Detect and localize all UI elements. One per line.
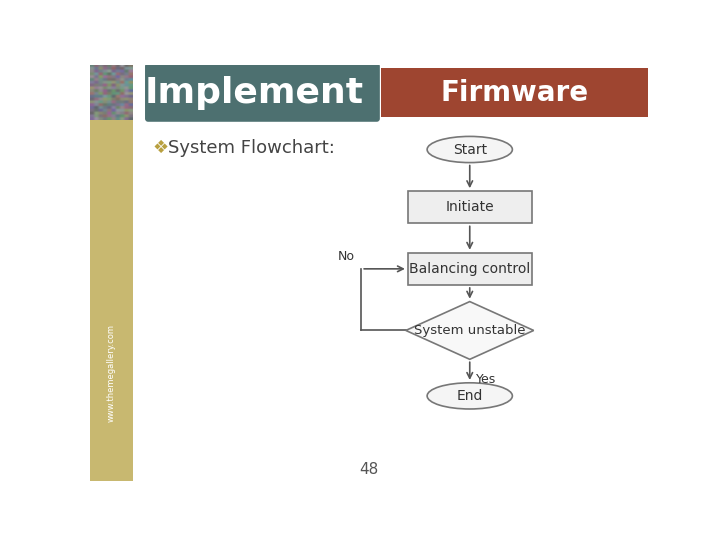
Bar <box>381 68 648 117</box>
Ellipse shape <box>427 383 513 409</box>
Text: No: No <box>338 249 355 262</box>
Text: Initiate: Initiate <box>446 200 494 214</box>
Text: System unstable: System unstable <box>414 324 526 337</box>
Bar <box>90 65 132 120</box>
Text: End: End <box>456 389 483 403</box>
Text: www.themegallery.com: www.themegallery.com <box>107 324 116 422</box>
Ellipse shape <box>427 137 513 163</box>
Text: Implement: Implement <box>145 76 364 110</box>
Text: Firmware: Firmware <box>440 78 588 106</box>
Text: System Flowchart:: System Flowchart: <box>168 139 334 157</box>
Text: Start: Start <box>453 143 487 157</box>
Bar <box>408 191 532 224</box>
Text: 48: 48 <box>359 462 379 477</box>
Text: Yes: Yes <box>476 373 496 386</box>
Polygon shape <box>406 301 534 359</box>
Bar <box>90 65 132 481</box>
Text: ❖: ❖ <box>152 139 168 157</box>
Text: Balancing control: Balancing control <box>409 262 531 276</box>
FancyBboxPatch shape <box>145 63 380 122</box>
Bar <box>408 253 532 285</box>
